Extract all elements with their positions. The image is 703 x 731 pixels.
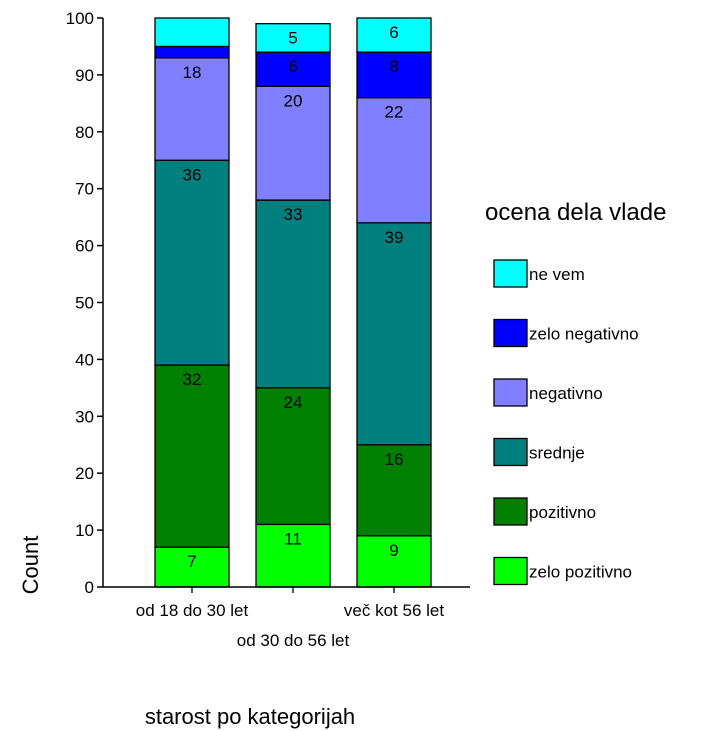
y-tick-label: 100 — [66, 9, 94, 28]
bar-segment — [255, 51, 331, 87]
bar-segment — [255, 387, 331, 526]
bar-segment — [356, 97, 432, 224]
x-tick-label: več kot 56 let — [344, 601, 444, 620]
bar-segment — [154, 17, 230, 48]
legend-swatch — [493, 378, 528, 407]
data-label: 20 — [284, 91, 303, 110]
legend-title: ocena dela vlade — [485, 199, 666, 226]
bar-segment — [356, 51, 432, 99]
y-tick-label: 0 — [85, 578, 94, 597]
x-tick-label: od 30 do 56 let — [237, 631, 350, 650]
data-label: 36 — [183, 165, 202, 184]
legend-swatch — [493, 556, 528, 586]
bar-segment — [356, 535, 432, 588]
bars-group: 7 32 36 18 od 18 do 30 let 11 24 33 20 6 5 od 30 do… — [103, 17, 470, 650]
data-label: 5 — [288, 29, 297, 48]
legend-swatch — [493, 497, 528, 526]
bar-segment — [154, 364, 230, 548]
data-label: 39 — [385, 228, 404, 247]
data-label: 7 — [187, 552, 196, 571]
legend-label: zelo negativno — [529, 325, 639, 344]
bar-segment — [255, 23, 331, 53]
data-label: 6 — [288, 57, 297, 76]
bar-segment — [255, 523, 331, 588]
data-label: 33 — [284, 205, 303, 224]
y-tick-label: 50 — [75, 294, 94, 313]
y-tick-label: 60 — [75, 237, 94, 256]
y-tick-label: 40 — [75, 350, 94, 369]
y-tick-label: 90 — [75, 66, 94, 85]
legend-label: zelo pozitivno — [529, 563, 632, 582]
data-label: 9 — [389, 541, 398, 560]
y-axis-label: Count — [18, 536, 43, 595]
data-label: 32 — [183, 370, 202, 389]
bar-segment — [154, 159, 230, 366]
legend-label: srednje — [529, 444, 585, 463]
x-tick-label: od 18 do 30 let — [136, 601, 249, 620]
bar-segment — [154, 546, 230, 588]
legend-swatch — [493, 259, 528, 288]
data-label: 24 — [284, 393, 303, 412]
x-axis-title: starost po kategorijah — [145, 704, 355, 729]
bar-segment — [356, 17, 432, 53]
data-label: 11 — [284, 529, 302, 548]
data-label: 22 — [385, 103, 404, 122]
plot-axes: 0 10 20 30 40 50 60 70 80 90 100 — [66, 9, 104, 597]
bar-segment — [255, 199, 331, 389]
bar-segment — [255, 85, 331, 201]
bar-segment — [356, 444, 432, 537]
data-label: 6 — [389, 23, 398, 42]
y-tick-label: 70 — [75, 180, 94, 199]
legend-label: negativno — [529, 384, 603, 403]
y-tick-label: 30 — [75, 407, 94, 426]
y-tick-label: 80 — [75, 123, 94, 142]
legend-swatch — [493, 437, 528, 467]
legend-label: pozitivno — [529, 503, 596, 522]
data-label: 16 — [385, 450, 404, 469]
y-tick-label: 10 — [75, 521, 94, 540]
legend-label: ne vem — [529, 265, 585, 284]
legend-swatch — [493, 318, 528, 348]
data-label: 8 — [389, 57, 398, 76]
legend: ne vem zelo negativno negativno srednje pozi… — [493, 259, 639, 586]
bar-segment — [154, 45, 230, 59]
data-label: 18 — [183, 63, 202, 82]
bar-segment — [356, 222, 432, 446]
y-tick-label: 20 — [75, 464, 94, 483]
